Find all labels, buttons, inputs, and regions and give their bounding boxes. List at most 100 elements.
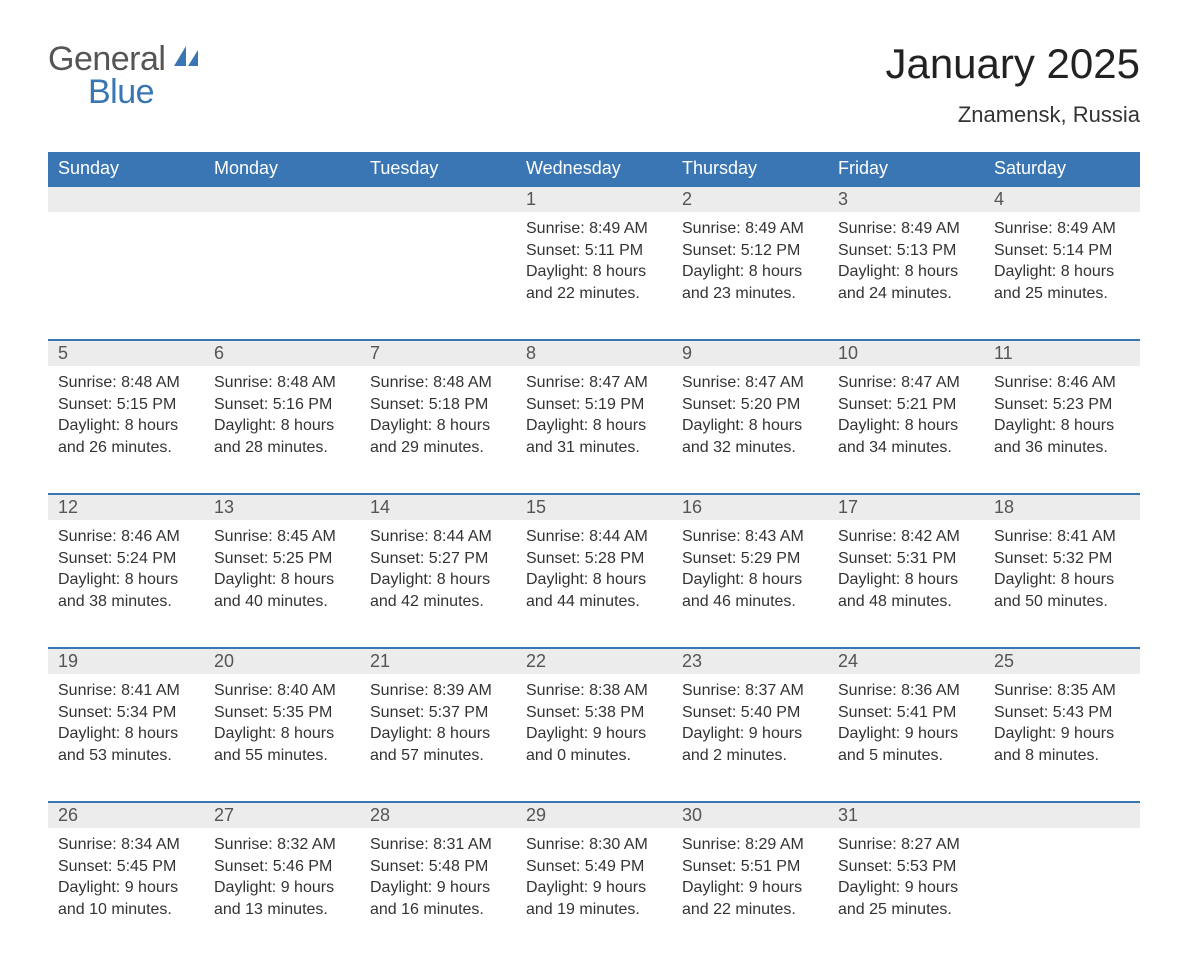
day-content-cell [360, 212, 516, 340]
day-number-cell: 3 [828, 186, 984, 212]
sunrise-text: Sunrise: 8:48 AM [370, 372, 506, 394]
day-number-cell: 19 [48, 648, 204, 674]
day-content-cell: Sunrise: 8:49 AMSunset: 5:13 PMDaylight:… [828, 212, 984, 340]
sunset-text: Sunset: 5:25 PM [214, 548, 350, 570]
daylight-line-1: Daylight: 8 hours [214, 415, 350, 437]
daylight-line-2: and 5 minutes. [838, 745, 974, 767]
weekday-header: Tuesday [360, 152, 516, 186]
daylight-line-1: Daylight: 8 hours [526, 415, 662, 437]
day-number-cell: 17 [828, 494, 984, 520]
daylight-line-1: Daylight: 8 hours [526, 569, 662, 591]
day-number-cell: 21 [360, 648, 516, 674]
day-number-cell: 20 [204, 648, 360, 674]
daylight-line-1: Daylight: 8 hours [994, 415, 1130, 437]
weekday-header-row: Sunday Monday Tuesday Wednesday Thursday… [48, 152, 1140, 186]
day-content-cell: Sunrise: 8:35 AMSunset: 5:43 PMDaylight:… [984, 674, 1140, 802]
sunrise-text: Sunrise: 8:32 AM [214, 834, 350, 856]
location: Znamensk, Russia [885, 102, 1140, 128]
day-number-row: 567891011 [48, 340, 1140, 366]
day-number-cell: 14 [360, 494, 516, 520]
daylight-line-2: and 40 minutes. [214, 591, 350, 613]
day-content-cell: Sunrise: 8:38 AMSunset: 5:38 PMDaylight:… [516, 674, 672, 802]
sunset-text: Sunset: 5:20 PM [682, 394, 818, 416]
calendar-body: 1234Sunrise: 8:49 AMSunset: 5:11 PMDayli… [48, 186, 1140, 956]
sunrise-text: Sunrise: 8:42 AM [838, 526, 974, 548]
daylight-line-1: Daylight: 8 hours [682, 261, 818, 283]
day-content-cell: Sunrise: 8:34 AMSunset: 5:45 PMDaylight:… [48, 828, 204, 956]
sunset-text: Sunset: 5:11 PM [526, 240, 662, 262]
sunset-text: Sunset: 5:43 PM [994, 702, 1130, 724]
day-content-cell: Sunrise: 8:39 AMSunset: 5:37 PMDaylight:… [360, 674, 516, 802]
day-content-cell: Sunrise: 8:47 AMSunset: 5:21 PMDaylight:… [828, 366, 984, 494]
daylight-line-1: Daylight: 8 hours [838, 261, 974, 283]
weekday-header: Thursday [672, 152, 828, 186]
day-number-cell: 24 [828, 648, 984, 674]
sunrise-text: Sunrise: 8:49 AM [526, 218, 662, 240]
daylight-line-1: Daylight: 8 hours [838, 415, 974, 437]
sunset-text: Sunset: 5:28 PM [526, 548, 662, 570]
sunrise-text: Sunrise: 8:47 AM [838, 372, 974, 394]
sunrise-text: Sunrise: 8:48 AM [214, 372, 350, 394]
sunrise-text: Sunrise: 8:49 AM [682, 218, 818, 240]
day-number-cell [984, 802, 1140, 828]
daylight-line-2: and 55 minutes. [214, 745, 350, 767]
daylight-line-1: Daylight: 9 hours [838, 723, 974, 745]
day-content-row: Sunrise: 8:41 AMSunset: 5:34 PMDaylight:… [48, 674, 1140, 802]
daylight-line-2: and 57 minutes. [370, 745, 506, 767]
header: General Blue January 2025 Znamensk, Russ… [48, 40, 1140, 128]
day-number-cell: 30 [672, 802, 828, 828]
daylight-line-1: Daylight: 8 hours [370, 569, 506, 591]
day-number-cell: 8 [516, 340, 672, 366]
brand-sail-icon [174, 46, 202, 73]
daylight-line-2: and 46 minutes. [682, 591, 818, 613]
day-content-cell: Sunrise: 8:49 AMSunset: 5:11 PMDaylight:… [516, 212, 672, 340]
day-content-cell: Sunrise: 8:46 AMSunset: 5:24 PMDaylight:… [48, 520, 204, 648]
daylight-line-1: Daylight: 8 hours [994, 569, 1130, 591]
day-content-cell: Sunrise: 8:45 AMSunset: 5:25 PMDaylight:… [204, 520, 360, 648]
sunrise-text: Sunrise: 8:35 AM [994, 680, 1130, 702]
day-content-cell: Sunrise: 8:40 AMSunset: 5:35 PMDaylight:… [204, 674, 360, 802]
day-number-row: 12131415161718 [48, 494, 1140, 520]
calendar-table: Sunday Monday Tuesday Wednesday Thursday… [48, 152, 1140, 956]
day-number-cell: 28 [360, 802, 516, 828]
daylight-line-2: and 31 minutes. [526, 437, 662, 459]
sunset-text: Sunset: 5:23 PM [994, 394, 1130, 416]
daylight-line-2: and 25 minutes. [994, 283, 1130, 305]
daylight-line-2: and 26 minutes. [58, 437, 194, 459]
daylight-line-2: and 36 minutes. [994, 437, 1130, 459]
daylight-line-1: Daylight: 8 hours [58, 415, 194, 437]
sunrise-text: Sunrise: 8:34 AM [58, 834, 194, 856]
day-content-cell: Sunrise: 8:30 AMSunset: 5:49 PMDaylight:… [516, 828, 672, 956]
day-number-cell: 22 [516, 648, 672, 674]
weekday-header: Friday [828, 152, 984, 186]
sunrise-text: Sunrise: 8:47 AM [526, 372, 662, 394]
sunset-text: Sunset: 5:19 PM [526, 394, 662, 416]
day-number-row: 262728293031 [48, 802, 1140, 828]
sunset-text: Sunset: 5:15 PM [58, 394, 194, 416]
day-content-cell [984, 828, 1140, 956]
day-content-cell: Sunrise: 8:48 AMSunset: 5:15 PMDaylight:… [48, 366, 204, 494]
sunset-text: Sunset: 5:48 PM [370, 856, 506, 878]
sunset-text: Sunset: 5:53 PM [838, 856, 974, 878]
sunset-text: Sunset: 5:14 PM [994, 240, 1130, 262]
daylight-line-2: and 2 minutes. [682, 745, 818, 767]
day-number-cell: 13 [204, 494, 360, 520]
day-content-cell: Sunrise: 8:41 AMSunset: 5:32 PMDaylight:… [984, 520, 1140, 648]
sunrise-text: Sunrise: 8:41 AM [58, 680, 194, 702]
day-number-cell: 9 [672, 340, 828, 366]
day-content-row: Sunrise: 8:46 AMSunset: 5:24 PMDaylight:… [48, 520, 1140, 648]
sunset-text: Sunset: 5:24 PM [58, 548, 194, 570]
daylight-line-2: and 32 minutes. [682, 437, 818, 459]
day-content-cell: Sunrise: 8:27 AMSunset: 5:53 PMDaylight:… [828, 828, 984, 956]
day-number-cell: 5 [48, 340, 204, 366]
daylight-line-2: and 25 minutes. [838, 899, 974, 921]
day-content-cell: Sunrise: 8:37 AMSunset: 5:40 PMDaylight:… [672, 674, 828, 802]
day-content-row: Sunrise: 8:34 AMSunset: 5:45 PMDaylight:… [48, 828, 1140, 956]
day-number-cell: 25 [984, 648, 1140, 674]
month-title: January 2025 [885, 40, 1140, 88]
daylight-line-2: and 38 minutes. [58, 591, 194, 613]
day-content-cell: Sunrise: 8:44 AMSunset: 5:28 PMDaylight:… [516, 520, 672, 648]
sunset-text: Sunset: 5:38 PM [526, 702, 662, 724]
day-number-cell: 31 [828, 802, 984, 828]
sunrise-text: Sunrise: 8:45 AM [214, 526, 350, 548]
